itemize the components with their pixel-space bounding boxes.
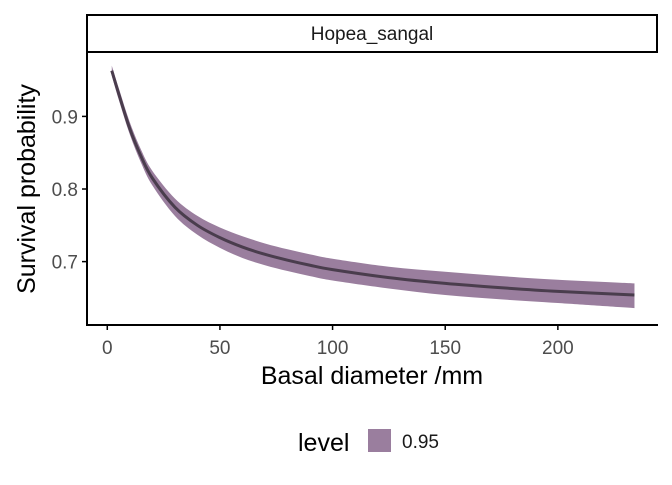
x-ticks: 0 50 100 150 200	[102, 325, 574, 359]
x-tick-label: 200	[542, 338, 574, 359]
y-axis-title: Survival probability	[13, 84, 41, 294]
y-ticks: 0.7 0.8 0.9	[52, 107, 87, 274]
ribbon-layer	[111, 65, 635, 309]
fit-line	[110, 70, 635, 297]
confidence-ribbon	[111, 65, 635, 309]
facet-strip	[86, 14, 658, 53]
y-tick-label: 0.7	[52, 253, 78, 274]
legend: level 0.95	[298, 429, 439, 457]
x-tick-label: 150	[429, 338, 461, 359]
x-tick-label: 100	[317, 338, 349, 359]
y-tick-label: 0.9	[52, 107, 78, 128]
legend-entry-label: 0.95	[402, 432, 439, 453]
line-layer	[110, 70, 635, 297]
y-tick-label: 0.8	[52, 180, 78, 201]
legend-swatch	[368, 429, 391, 452]
x-axis-title: Basal diameter /mm	[261, 362, 483, 390]
facet-label: Hopea_sangal	[311, 24, 434, 45]
x-tick-label: 0	[102, 338, 113, 359]
legend-title: level	[298, 429, 349, 457]
x-tick-label: 50	[209, 338, 230, 359]
